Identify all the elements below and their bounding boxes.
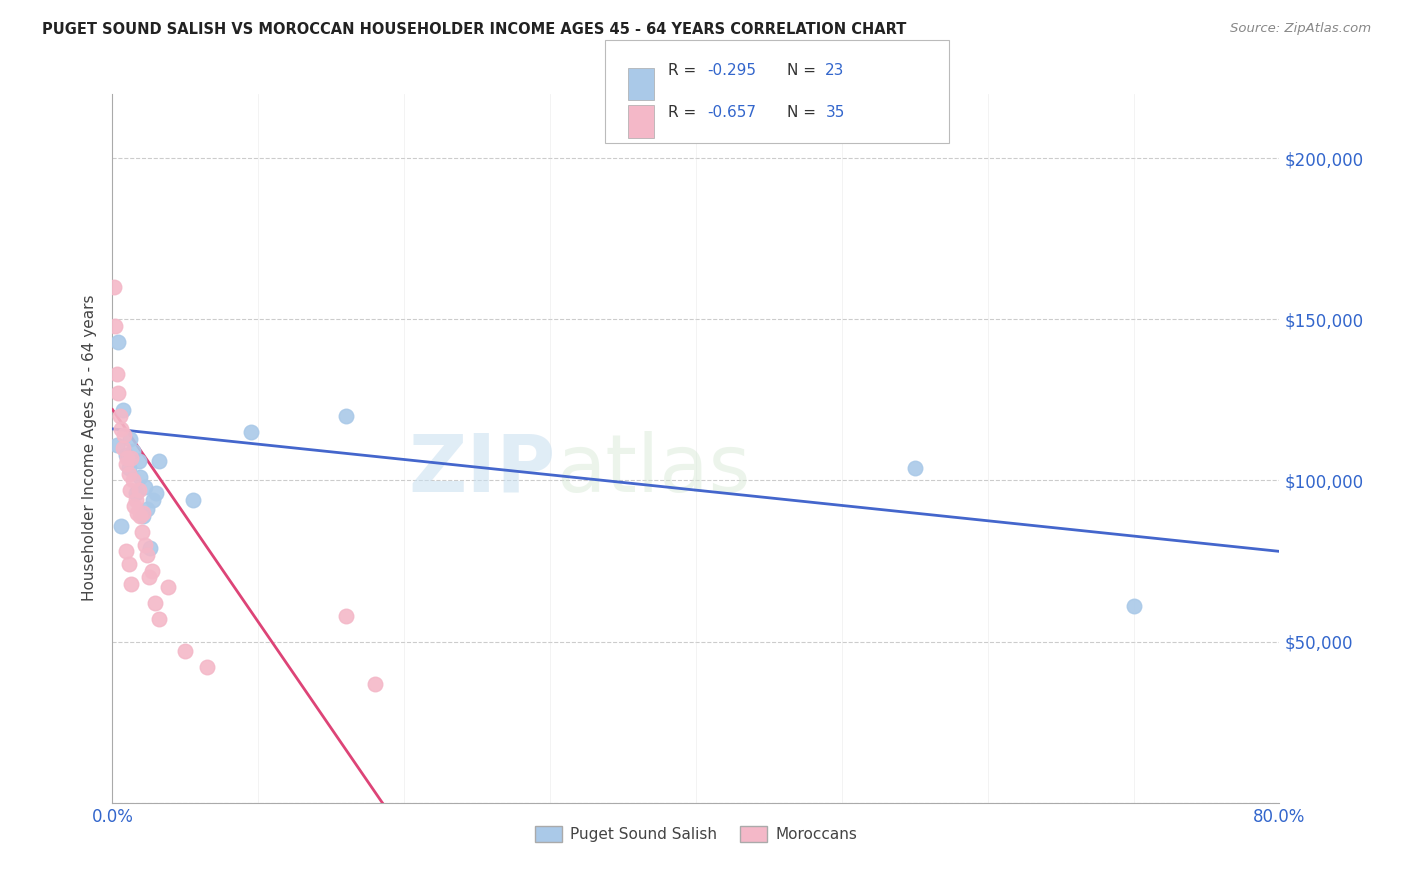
Y-axis label: Householder Income Ages 45 - 64 years: Householder Income Ages 45 - 64 years bbox=[82, 295, 97, 601]
Point bbox=[105, 438, 128, 452]
Point bbox=[195, 660, 218, 674]
Text: ZIP: ZIP bbox=[409, 431, 555, 508]
Point bbox=[118, 483, 141, 497]
Point bbox=[103, 280, 125, 294]
Point bbox=[138, 570, 160, 584]
Point bbox=[122, 444, 145, 458]
Point bbox=[132, 506, 155, 520]
Point bbox=[120, 450, 142, 465]
Point bbox=[122, 474, 145, 488]
Point bbox=[335, 608, 357, 623]
Point bbox=[129, 470, 152, 484]
Text: R =: R = bbox=[668, 104, 702, 120]
Point bbox=[128, 483, 150, 497]
Point bbox=[114, 448, 136, 462]
Point bbox=[142, 492, 165, 507]
Point bbox=[156, 580, 179, 594]
Point bbox=[141, 564, 163, 578]
Point bbox=[115, 450, 138, 465]
Point bbox=[114, 458, 136, 472]
Text: R =: R = bbox=[668, 63, 702, 78]
Point bbox=[117, 460, 139, 475]
Text: PUGET SOUND SALISH VS MOROCCAN HOUSEHOLDER INCOME AGES 45 - 64 YEARS CORRELATION: PUGET SOUND SALISH VS MOROCCAN HOUSEHOLD… bbox=[42, 22, 907, 37]
Point bbox=[124, 500, 146, 514]
Text: 23: 23 bbox=[825, 63, 845, 78]
Point bbox=[108, 409, 131, 423]
Point bbox=[136, 548, 159, 562]
Point bbox=[128, 454, 150, 468]
Point bbox=[111, 402, 134, 417]
Point bbox=[132, 508, 155, 523]
Point bbox=[118, 432, 141, 446]
Point bbox=[136, 502, 159, 516]
Point bbox=[107, 386, 129, 401]
Point bbox=[120, 576, 142, 591]
Text: Source: ZipAtlas.com: Source: ZipAtlas.com bbox=[1230, 22, 1371, 36]
Point bbox=[1122, 599, 1144, 614]
Point bbox=[174, 644, 197, 658]
Point bbox=[134, 538, 156, 552]
Point bbox=[131, 524, 153, 539]
Point bbox=[117, 558, 139, 572]
Point bbox=[107, 334, 129, 349]
Point bbox=[105, 367, 128, 381]
Point bbox=[904, 460, 927, 475]
Point bbox=[125, 486, 148, 500]
Point bbox=[110, 422, 132, 436]
Point bbox=[134, 480, 156, 494]
Text: atlas: atlas bbox=[555, 431, 751, 508]
Point bbox=[240, 425, 263, 439]
Point bbox=[112, 428, 135, 442]
Point bbox=[127, 506, 149, 520]
Point bbox=[139, 541, 162, 556]
Text: -0.657: -0.657 bbox=[707, 104, 756, 120]
Text: N =: N = bbox=[787, 104, 821, 120]
Point bbox=[364, 676, 387, 690]
Point bbox=[125, 492, 148, 507]
Point bbox=[104, 318, 127, 333]
Point bbox=[145, 486, 167, 500]
Point bbox=[148, 612, 170, 626]
Point bbox=[143, 596, 166, 610]
Point bbox=[129, 508, 152, 523]
Text: -0.295: -0.295 bbox=[707, 63, 756, 78]
Point bbox=[181, 492, 204, 507]
Point bbox=[148, 454, 170, 468]
Text: 35: 35 bbox=[825, 104, 845, 120]
Point bbox=[111, 441, 134, 455]
Text: N =: N = bbox=[787, 63, 821, 78]
Point bbox=[110, 518, 132, 533]
Point bbox=[114, 544, 136, 558]
Legend: Puget Sound Salish, Moroccans: Puget Sound Salish, Moroccans bbox=[529, 820, 863, 848]
Point bbox=[335, 409, 357, 423]
Point bbox=[117, 467, 139, 481]
